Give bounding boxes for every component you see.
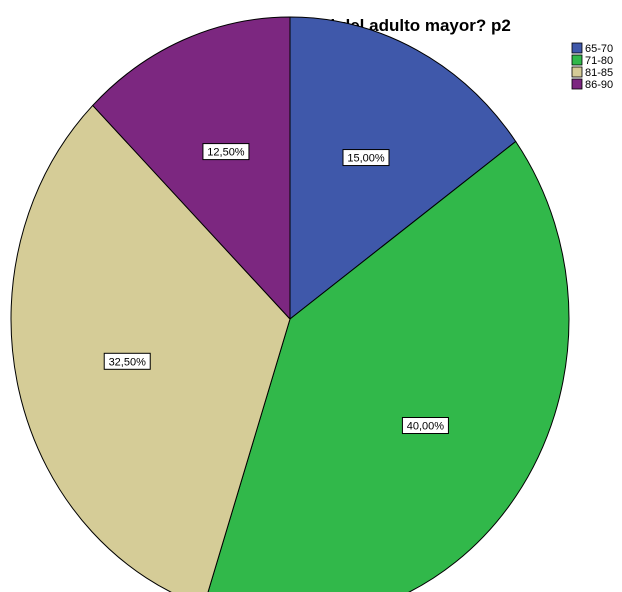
legend-label: 86-90 <box>585 79 613 91</box>
legend-label: 65-70 <box>585 43 613 55</box>
slice-label-86-90: 12,50% <box>202 143 250 161</box>
legend-item-65-70: 65-70 <box>571 42 613 55</box>
slice-label-box <box>342 149 390 167</box>
pie-slice-65-70 <box>289 16 517 320</box>
slice-label-71-80: 40,00% <box>401 417 449 435</box>
slice-label-text: 12,50% <box>207 147 245 159</box>
slice-label-text: 32,50% <box>109 356 147 368</box>
legend-label: 71-80 <box>585 55 613 67</box>
slice-label-text: 40,00% <box>407 421 445 433</box>
legend-swatch <box>571 78 583 90</box>
slice-label-81-85: 32,50% <box>103 352 151 370</box>
legend-swatch <box>571 66 583 78</box>
slice-label-box <box>401 417 449 435</box>
pie-slices <box>10 16 570 592</box>
pie-slice-86-90 <box>92 16 291 320</box>
legend-swatch <box>571 42 583 54</box>
slice-labels: 15,00% 40,00% 32,50% 12,50% <box>103 143 449 435</box>
slice-label-box <box>202 143 250 161</box>
pie-slice-81-85 <box>10 104 291 592</box>
slice-label-text: 15,00% <box>347 153 385 165</box>
slice-label-65-70: 15,00% <box>342 149 390 167</box>
legend-item-81-85: 81-85 <box>571 66 613 79</box>
legend-swatch <box>571 54 583 66</box>
pie-slice-71-80 <box>207 140 570 592</box>
legend-label: 81-85 <box>585 67 613 79</box>
legend-item-86-90: 86-90 <box>571 78 613 91</box>
legend-item-71-80: 71-80 <box>571 54 613 67</box>
slice-label-box <box>103 352 151 370</box>
